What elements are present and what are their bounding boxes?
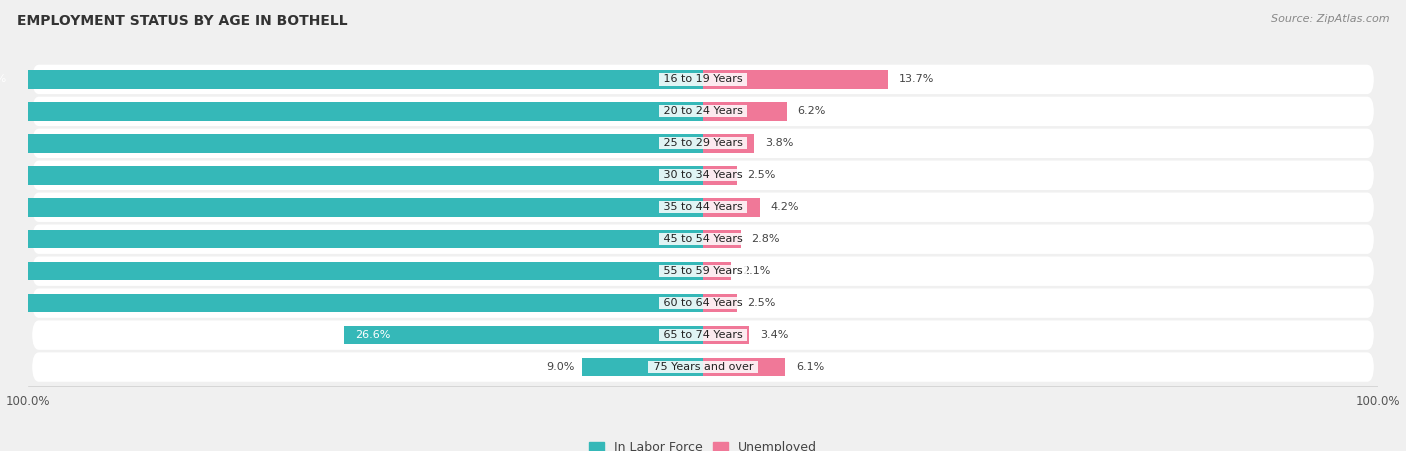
Text: 4.2%: 4.2%: [770, 202, 799, 212]
FancyBboxPatch shape: [32, 257, 1374, 286]
Bar: [0, 102, 703, 120]
FancyBboxPatch shape: [32, 289, 1374, 318]
FancyBboxPatch shape: [32, 129, 1374, 158]
Bar: [0, 198, 703, 216]
FancyBboxPatch shape: [32, 320, 1374, 350]
FancyBboxPatch shape: [32, 64, 1374, 94]
Text: 2.1%: 2.1%: [742, 266, 770, 276]
Bar: [0, 134, 703, 152]
Bar: [703, 358, 786, 376]
Bar: [0, 230, 703, 249]
Bar: [703, 262, 731, 281]
Bar: [703, 70, 889, 89]
Bar: [703, 294, 737, 313]
Text: 2.8%: 2.8%: [752, 234, 780, 244]
Bar: [703, 198, 759, 216]
Text: 45 to 54 Years: 45 to 54 Years: [659, 234, 747, 244]
Bar: [703, 230, 741, 249]
FancyBboxPatch shape: [32, 225, 1374, 254]
Text: EMPLOYMENT STATUS BY AGE IN BOTHELL: EMPLOYMENT STATUS BY AGE IN BOTHELL: [17, 14, 347, 28]
Text: 60 to 64 Years: 60 to 64 Years: [659, 298, 747, 308]
Text: 20 to 24 Years: 20 to 24 Years: [659, 106, 747, 116]
Bar: [0, 294, 703, 313]
Bar: [703, 166, 737, 184]
Text: 26.6%: 26.6%: [354, 330, 389, 340]
Text: 25 to 29 Years: 25 to 29 Years: [659, 138, 747, 148]
Bar: [344, 326, 703, 345]
Legend: In Labor Force, Unemployed: In Labor Force, Unemployed: [589, 441, 817, 451]
Text: 2.5%: 2.5%: [748, 170, 776, 180]
Text: 55.0%: 55.0%: [0, 74, 7, 84]
Text: Source: ZipAtlas.com: Source: ZipAtlas.com: [1271, 14, 1389, 23]
Text: 35 to 44 Years: 35 to 44 Years: [659, 202, 747, 212]
Text: 65 to 74 Years: 65 to 74 Years: [659, 330, 747, 340]
Bar: [0, 166, 703, 184]
Text: 3.4%: 3.4%: [759, 330, 789, 340]
Text: 6.1%: 6.1%: [796, 362, 824, 372]
Text: 2.5%: 2.5%: [748, 298, 776, 308]
Text: 75 Years and over: 75 Years and over: [650, 362, 756, 372]
Text: 16 to 19 Years: 16 to 19 Years: [659, 74, 747, 84]
Bar: [703, 102, 787, 120]
Text: 13.7%: 13.7%: [898, 74, 934, 84]
Bar: [0, 70, 703, 89]
Text: 30 to 34 Years: 30 to 34 Years: [659, 170, 747, 180]
FancyBboxPatch shape: [32, 352, 1374, 382]
Text: 55 to 59 Years: 55 to 59 Years: [659, 266, 747, 276]
Bar: [703, 134, 754, 152]
Text: 3.8%: 3.8%: [765, 138, 793, 148]
FancyBboxPatch shape: [32, 193, 1374, 222]
Bar: [703, 326, 749, 345]
Bar: [0, 262, 703, 281]
Bar: [582, 358, 703, 376]
FancyBboxPatch shape: [32, 97, 1374, 126]
Text: 9.0%: 9.0%: [547, 362, 575, 372]
Text: 6.2%: 6.2%: [797, 106, 825, 116]
FancyBboxPatch shape: [32, 161, 1374, 190]
